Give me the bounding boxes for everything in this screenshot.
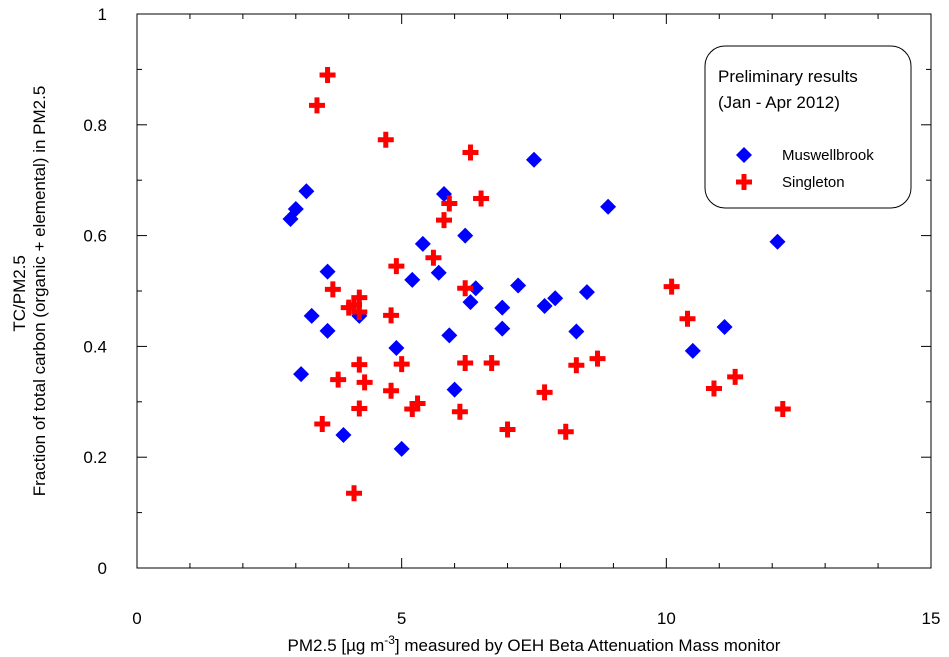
singleton-point — [308, 97, 325, 114]
muswellbrook-point — [578, 284, 595, 301]
muswellbrook-point — [446, 381, 463, 398]
x-axis-title: PM2.5 [µg m-3] measured by OEH Beta Atte… — [288, 633, 781, 655]
y-tick-label: 0.4 — [83, 337, 107, 356]
muswellbrook-point — [457, 227, 474, 244]
singleton-point — [346, 485, 363, 502]
singleton-point — [351, 400, 368, 417]
y-axis-title-line-2: Fraction of total carbon (organic + elem… — [30, 86, 49, 497]
y-tick-label: 0.2 — [83, 448, 107, 467]
singleton-point — [589, 350, 606, 367]
singleton-point — [457, 355, 474, 372]
y-axis-title: TC/PM2.5 Fraction of total carbon (organ… — [10, 86, 49, 497]
singleton-point — [774, 401, 791, 418]
muswellbrook-point — [298, 183, 315, 200]
singleton-point — [346, 296, 363, 313]
singleton-point — [462, 144, 479, 161]
muswellbrook-point — [335, 427, 352, 444]
muswellbrook-point — [404, 271, 421, 288]
singleton-point — [388, 258, 405, 275]
singleton-point — [393, 356, 410, 373]
singleton-point — [441, 195, 458, 212]
singleton-point — [356, 374, 373, 391]
x-tick-label: 5 — [397, 609, 406, 628]
x-tick-label: 15 — [922, 609, 941, 628]
singleton-point — [383, 382, 400, 399]
singleton-point — [383, 307, 400, 324]
singleton-point — [568, 357, 585, 374]
muswellbrook-point — [441, 327, 458, 344]
muswellbrook-point — [536, 297, 553, 314]
singleton-point — [330, 371, 347, 388]
muswellbrook-point — [769, 233, 786, 250]
muswellbrook-point — [303, 307, 320, 324]
singleton-point — [340, 299, 357, 316]
series-singleton — [308, 66, 791, 502]
legend-box — [704, 45, 912, 209]
legend-label-singleton: Singleton — [782, 174, 845, 191]
data-points — [282, 66, 791, 502]
axis-tick-labels: 0 5 10 15 0 0.2 0.4 0.6 0.8 1 — [83, 5, 940, 628]
singleton-point — [319, 66, 336, 83]
singleton-point — [705, 380, 722, 397]
muswellbrook-point — [547, 290, 564, 307]
singleton-point — [377, 131, 394, 148]
muswellbrook-point — [526, 151, 542, 168]
singleton-point — [536, 384, 553, 401]
muswellbrook-point — [494, 299, 511, 316]
legend-label-muswellbrook: Muswellbrook — [782, 147, 874, 164]
singleton-point — [727, 368, 744, 385]
legend-marker-muswellbrook — [736, 147, 752, 163]
muswellbrook-point — [600, 198, 617, 215]
singleton-point — [473, 190, 490, 207]
x-tick-label: 10 — [657, 609, 676, 628]
muswellbrook-point — [293, 366, 310, 383]
singleton-point — [404, 401, 421, 418]
singleton-point — [314, 415, 331, 432]
singleton-point — [557, 423, 574, 440]
singleton-point — [451, 403, 468, 420]
y-tick-label: 0.8 — [83, 116, 107, 135]
legend-marker-singleton — [736, 174, 752, 190]
singleton-point — [663, 278, 680, 295]
muswellbrook-point — [388, 340, 405, 357]
singleton-point — [499, 421, 516, 438]
singleton-point — [351, 356, 368, 373]
muswellbrook-point — [467, 280, 484, 297]
muswellbrook-point — [494, 320, 511, 337]
singleton-point — [351, 289, 368, 306]
muswellbrook-point — [568, 323, 585, 340]
singleton-point — [351, 304, 368, 321]
muswellbrook-point — [393, 440, 410, 457]
x-tick-label: 0 — [132, 609, 141, 628]
legend-title-line-2: (Jan - Apr 2012) — [718, 93, 840, 112]
muswellbrook-point — [287, 201, 304, 218]
singleton-point — [483, 355, 500, 372]
singleton-point — [436, 212, 453, 229]
singleton-point — [409, 395, 426, 412]
y-tick-label: 0 — [98, 559, 107, 578]
muswellbrook-point — [414, 235, 431, 252]
muswellbrook-point — [462, 294, 479, 311]
singleton-point — [679, 310, 696, 327]
y-tick-label: 1 — [98, 5, 107, 24]
series-muswellbrook — [282, 151, 786, 457]
legend-entries: Muswellbrook Singleton — [736, 147, 874, 191]
legend-title-line-1: Preliminary results — [718, 67, 858, 86]
muswellbrook-point — [510, 277, 527, 294]
muswellbrook-point — [684, 342, 701, 359]
muswellbrook-point — [319, 322, 336, 339]
singleton-point — [457, 280, 474, 297]
muswellbrook-point — [430, 264, 447, 281]
y-axis-title-line-1: TC/PM2.5 — [10, 255, 29, 332]
muswellbrook-point — [319, 263, 336, 280]
muswellbrook-point — [716, 319, 733, 336]
y-tick-label: 0.6 — [83, 227, 107, 246]
legend: Preliminary results (Jan - Apr 2012) Mus… — [704, 45, 912, 209]
axis-ticks — [136, 13, 932, 569]
singleton-point — [425, 249, 442, 266]
singleton-point — [324, 281, 341, 298]
